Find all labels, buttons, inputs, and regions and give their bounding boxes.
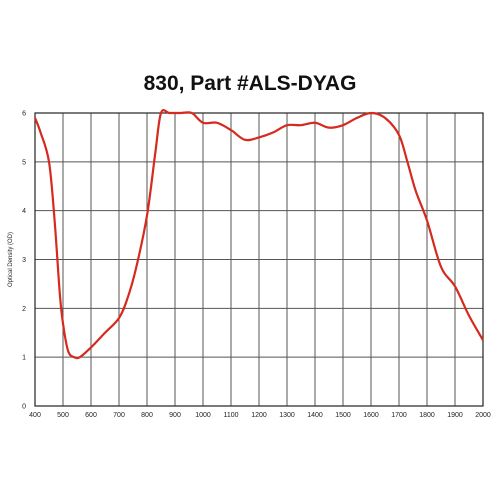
series-line-0 (33, 109, 484, 360)
x-tick-label-1300: 1300 (279, 412, 295, 419)
y-tick-label-3: 3 (22, 257, 26, 264)
chart-title: 830, Part #ALS-DYAG (143, 72, 357, 95)
x-tick-label-1500: 1500 (335, 412, 351, 419)
plot-frame (34, 112, 484, 407)
x-tick-label-800: 800 (141, 412, 153, 419)
x-tick-label-400: 400 (29, 412, 41, 419)
x-tick-label-1800: 1800 (419, 412, 435, 419)
x-tick-label-700: 700 (113, 412, 125, 419)
x-tick-label-1600: 1600 (363, 412, 379, 419)
y-tick-label-0: 0 (22, 404, 26, 411)
x-tick-label-600: 600 (85, 412, 97, 419)
x-tick-label-1100: 1100 (223, 412, 238, 419)
x-tick-label-1900: 1900 (447, 412, 463, 419)
x-tick-label-1400: 1400 (307, 412, 323, 419)
y-axis-label: Optical Density (OD) (8, 232, 14, 287)
x-tick-label-1200: 1200 (251, 412, 267, 419)
x-tick-label-900: 900 (169, 412, 181, 419)
x-tick-label-1700: 1700 (391, 412, 407, 419)
y-tick-label-5: 5 (22, 159, 26, 166)
y-tick-label-1: 1 (22, 355, 26, 362)
y-tick-label-4: 4 (22, 208, 26, 215)
x-tick-label-2000: 2000 (475, 412, 491, 419)
x-tick-label-500: 500 (57, 412, 69, 419)
x-tick-label-1000: 1000 (195, 412, 211, 419)
y-tick-label-2: 2 (22, 306, 26, 313)
y-tick-label-6: 6 (22, 111, 26, 118)
